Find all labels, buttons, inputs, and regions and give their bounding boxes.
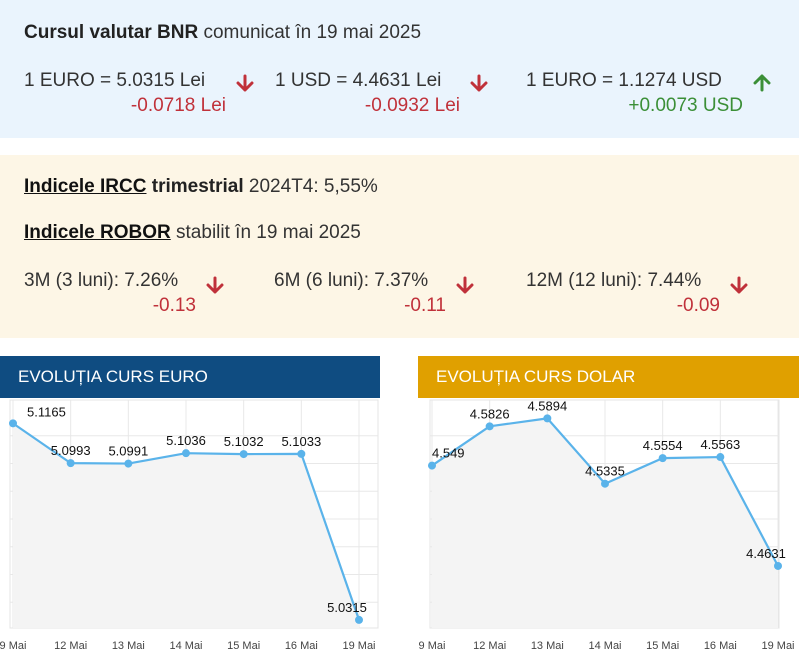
x-tick-label: 12 Mai [54,640,87,652]
data-point[interactable] [182,449,190,458]
ircc-value: 2024T4: 5,55% [248,176,378,197]
data-point[interactable] [601,479,609,488]
robor-3m-delta: -0.13 [152,295,196,316]
dolar-area [432,418,778,628]
rate-euro-usd: 1 EURO = 1.1274 USD [526,70,722,91]
data-point[interactable] [297,449,306,458]
data-point[interactable] [428,461,436,470]
data-label: 5.1165 [27,404,66,419]
data-point[interactable] [239,450,248,459]
x-tick-label: 16 Mai [285,640,318,652]
data-label: 5.1033 [281,434,321,449]
x-tick-label: 15 Mai [227,640,260,652]
delta-euro-lei: -0.0718 Lei [130,95,226,116]
data-point[interactable] [124,459,133,468]
robor-12m-delta: -0.09 [676,295,720,316]
x-tick-label: 14 Mai [169,640,202,652]
data-point[interactable] [716,453,725,462]
x-tick-label: 13 Mai [531,640,564,652]
data-point[interactable] [9,419,17,428]
robor-link[interactable]: Indicele ROBOR [24,222,171,243]
data-point[interactable] [485,422,494,431]
ircc-type: trimestrial [151,176,244,197]
dolar-chart-title: EVOLUȚIA CURS DOLAR [418,356,799,398]
x-tick-label: 13 Mai [112,640,145,652]
data-point[interactable] [543,414,552,423]
data-point[interactable] [774,561,782,570]
data-label: 4.5894 [527,398,567,413]
x-tick-label: 9 Mai [419,640,446,652]
data-label: 5.0993 [51,443,91,458]
robor-line: Indicele ROBOR stabilit în 19 mai 2025 [24,222,361,244]
arrow-down-icon [730,276,748,294]
data-label: 4.5826 [470,406,510,421]
curs-title-date: comunicat în 19 mai 2025 [203,22,422,43]
data-label: 5.0991 [108,444,148,459]
x-tick-label: 19 Mai [761,640,794,652]
data-label: 4.549 [432,446,465,461]
delta-euro-usd: +0.0073 USD [628,95,743,116]
curs-valutar-title: Cursul valutar BNR comunicat în 19 mai 2… [24,22,421,44]
x-tick-label: 12 Mai [473,640,506,652]
x-tick-label: 9 Mai [0,640,26,652]
arrow-down-icon [206,276,224,294]
dolar-line-chart: 4.549 4.5826 4.5894 4.5335 4.5554 4.5563 4.463… [419,398,795,652]
data-point[interactable] [658,454,667,463]
robor-date: stabilit în 19 mai 2025 [176,222,361,243]
x-tick-label: 14 Mai [588,640,621,652]
euro-chart-title: EVOLUȚIA CURS EURO [0,356,380,398]
delta-usd-lei: -0.0932 Lei [364,95,460,116]
data-label: 5.1036 [166,433,206,448]
x-tick-label: 15 Mai [646,640,679,652]
euro-area [13,423,359,628]
rate-usd-lei: 1 USD = 4.4631 Lei [275,70,442,91]
ircc-link[interactable]: Indicele IRCC [24,176,147,197]
robor-12m: 12M (12 luni): 7.44% [526,270,702,291]
robor-6m: 6M (6 luni): 7.37% [274,270,429,291]
data-label: 4.4631 [746,546,786,561]
x-tick-label: 16 Mai [704,640,737,652]
ircc-line: Indicele IRCC trimestrial 2024T4: 5,55% [24,176,378,198]
indices-panel: Indicele IRCC trimestrial 2024T4: 5,55% … [0,155,799,338]
x-tick-label: 19 Mai [342,640,375,652]
rate-euro-lei: 1 EURO = 5.0315 Lei [24,70,206,91]
robor-6m-delta: -0.11 [404,295,446,316]
data-label: 4.5563 [700,437,740,452]
data-point[interactable] [66,459,75,468]
curs-valutar-panel: Cursul valutar BNR comunicat în 19 mai 2… [0,0,799,138]
robor-3m: 3M (3 luni): 7.26% [24,270,179,291]
data-point[interactable] [355,615,363,624]
data-label: 4.5554 [643,438,683,453]
arrow-down-icon [470,74,488,92]
data-label: 4.5335 [585,464,625,479]
euro-line-chart: 5.1165 5.0993 5.0991 5.1036 5.1032 5.1033 5.03… [0,399,379,652]
arrow-down-icon [236,74,254,92]
curs-title-bold: Cursul valutar BNR [24,22,199,43]
data-label: 5.1032 [224,434,264,449]
arrow-up-icon [753,74,771,92]
data-label: 5.0315 [327,600,367,615]
arrow-down-icon [456,276,474,294]
